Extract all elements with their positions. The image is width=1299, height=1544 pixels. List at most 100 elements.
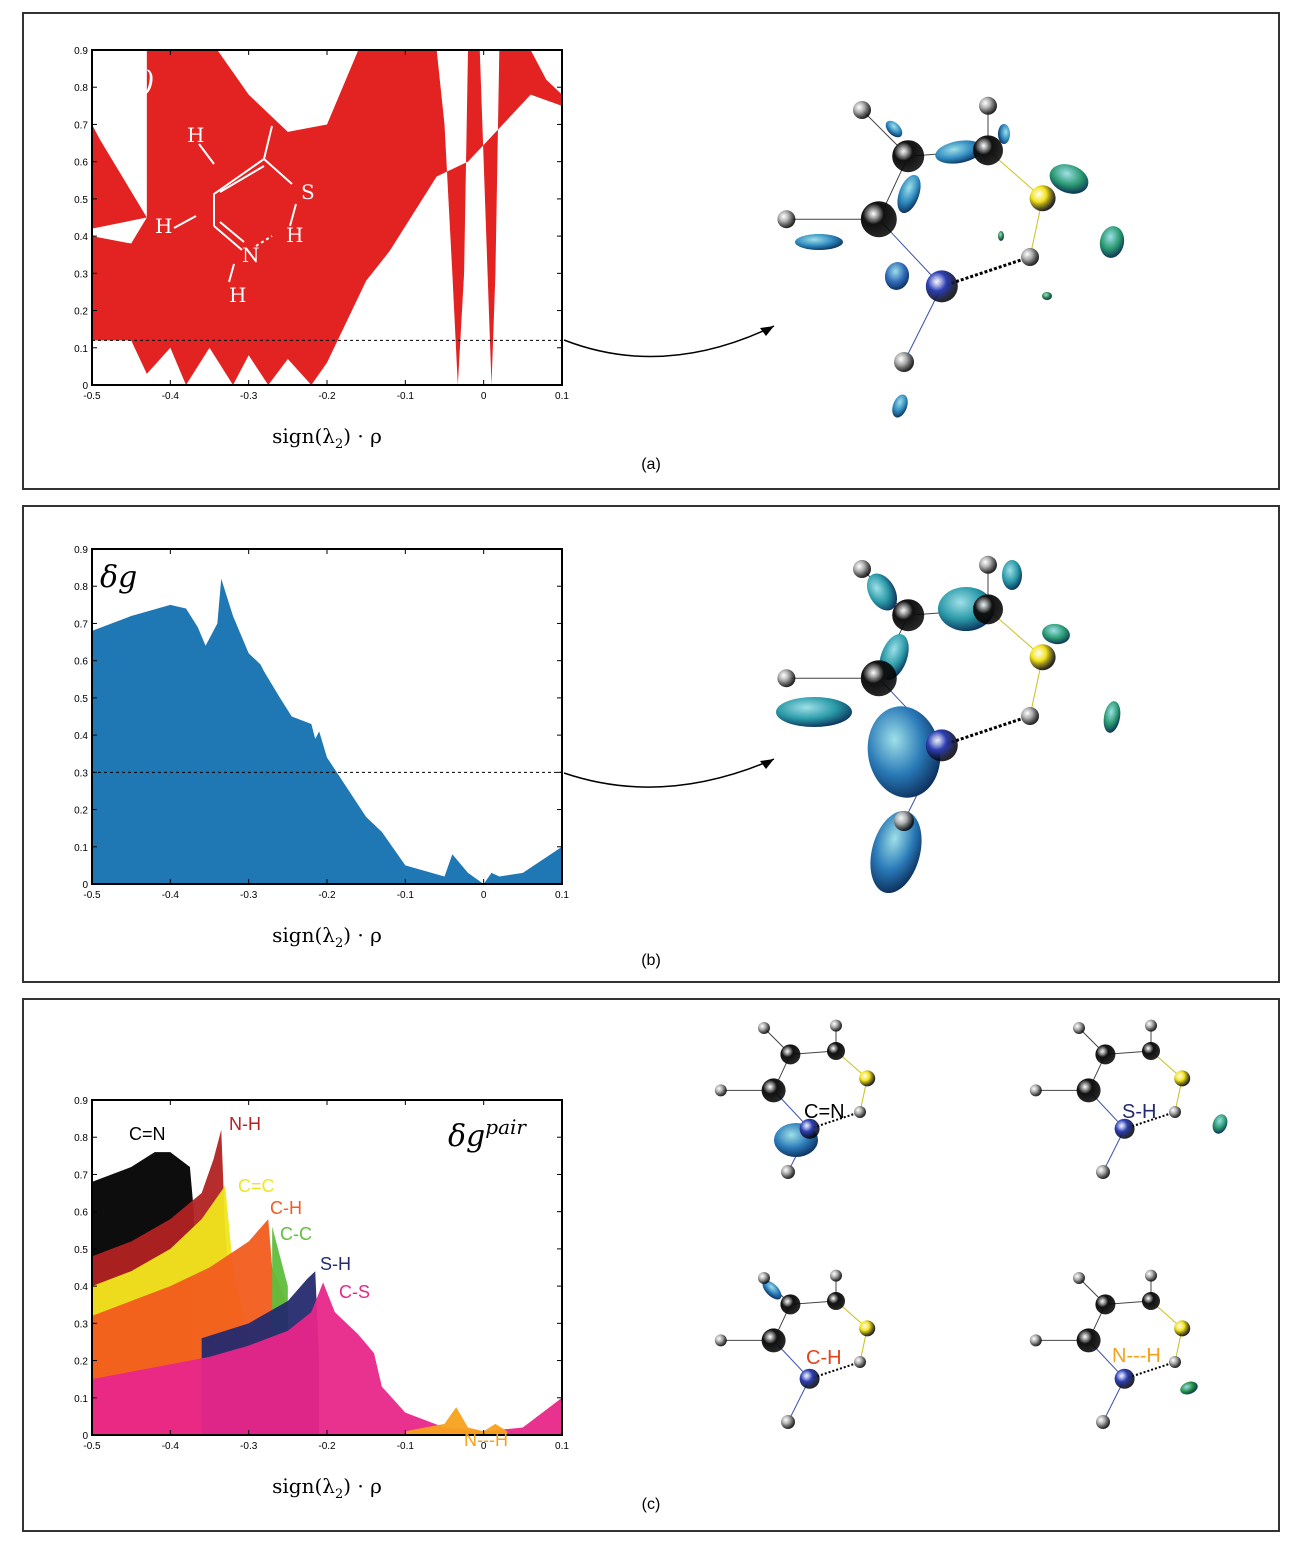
nitrogen-atom <box>1114 1118 1135 1139</box>
inset-atom-label: H <box>286 223 303 247</box>
hydrogen-atom <box>1021 707 1039 725</box>
bond-lobe <box>867 706 941 798</box>
nitrogen-atom <box>1114 1368 1135 1389</box>
bond-lobe <box>1180 1381 1198 1395</box>
sulfur-atom <box>1174 1070 1191 1087</box>
bond-lobe <box>866 573 898 611</box>
hydrogen-atom <box>1073 1272 1085 1284</box>
chart-title: δg <box>100 560 137 595</box>
carbon-atom <box>860 201 897 238</box>
inset-ring-bond <box>213 225 243 251</box>
molecule-label-n-h: N---H <box>1112 1345 1161 1367</box>
carbon-atom <box>761 1078 786 1103</box>
carbon-atom <box>1142 1292 1160 1311</box>
molecule-label-c-h: C-H <box>806 1347 842 1369</box>
srho-void <box>99 50 139 117</box>
srho-scatter-region <box>92 50 562 385</box>
x-axis-label-sub: 2 <box>335 1487 343 1502</box>
series-label: C=C <box>238 1176 275 1196</box>
panel-b-figure: -0.5 -0.4 -0.3 -0.2 -0.1 0 0.1 0 0.1 0.2 0.3 0.4 0.5… <box>74 545 1121 951</box>
inset-n-h-bond <box>228 263 235 283</box>
series-label: C-C <box>280 1224 312 1244</box>
y-tick-label: 0.3 <box>74 768 88 779</box>
y-tick-label: 0.6 <box>74 657 88 668</box>
y-tick-label: 0.9 <box>74 1096 88 1107</box>
chart-title: s(ρ) <box>98 65 154 100</box>
carbon-atom <box>860 660 897 697</box>
series-area-n-h <box>405 1407 508 1435</box>
y-tick-label: 0.8 <box>74 582 88 593</box>
x-tick-label: -0.2 <box>318 1441 336 1452</box>
hydrogen-atom <box>854 1106 866 1118</box>
hydrogen-atom <box>830 1269 842 1282</box>
x-tick-label: -0.1 <box>397 1441 415 1452</box>
inset-atom-label: N <box>242 243 260 267</box>
inset-h-bond <box>198 143 215 165</box>
x-axis-label: sign(λ2) · ρ <box>272 923 382 951</box>
hydrogen-atom <box>1145 1019 1157 1032</box>
carbon-atom <box>827 1292 845 1311</box>
series-label: C-H <box>270 1198 302 1218</box>
y-tick-label: 0.4 <box>74 731 88 742</box>
inset-atom-label: H <box>187 123 204 147</box>
inset-h-bond <box>173 215 197 229</box>
carbon-atom <box>827 1042 845 1061</box>
sulfur-atom <box>859 1320 876 1337</box>
arrow-head <box>760 759 774 769</box>
y-tick-label: 0.2 <box>74 307 88 318</box>
hydrogen-atom <box>1096 1415 1110 1429</box>
chart-title: δgpair <box>448 1115 527 1154</box>
y-tick-label: 0 <box>82 1431 88 1442</box>
bond-lobe <box>1103 701 1121 733</box>
y-tick-label: 0.2 <box>74 1357 88 1368</box>
x-axis-label-tail: ) · ρ <box>343 923 382 947</box>
bond-lobe <box>998 231 1004 241</box>
y-tick-label: 0.7 <box>74 120 88 131</box>
plot-frame <box>91 1099 563 1436</box>
series-label: N-H <box>229 1114 261 1134</box>
carbon-atom <box>892 599 925 632</box>
bond-lobe <box>1212 1114 1228 1134</box>
x-axis-label-sub: 2 <box>335 437 343 452</box>
inset-atom-label: H <box>229 283 246 307</box>
bond-lobe <box>1002 560 1022 590</box>
bond-lobe <box>885 120 903 138</box>
x-axis-label-tail: ) · ρ <box>343 1474 382 1498</box>
bond-lobe <box>776 697 852 727</box>
series-label: N---H <box>464 1430 508 1450</box>
srho-void <box>92 217 147 244</box>
bond-lobe <box>897 174 921 214</box>
y-tick-label: 0.2 <box>74 806 88 817</box>
bond-lobe <box>1049 164 1089 194</box>
y-tick-label: 0.1 <box>74 1394 88 1405</box>
y-tick-label: 0.6 <box>74 1208 88 1219</box>
carbon-atom <box>1142 1042 1160 1061</box>
y-tick-label: 0.5 <box>74 1245 88 1256</box>
carbon-atom <box>1076 1328 1101 1353</box>
carbon-atom <box>973 135 1003 166</box>
x-tick-label: -0.3 <box>240 391 258 402</box>
x-tick-label: -0.1 <box>397 391 415 402</box>
hydrogen-atom <box>1021 248 1039 266</box>
y-tick-label: 0.7 <box>74 1170 88 1181</box>
hydrogen-atom <box>1029 1334 1042 1347</box>
hydrogen-atom <box>758 1272 770 1284</box>
carbon-atom <box>780 1044 801 1065</box>
x-tick-label: 0 <box>481 391 487 402</box>
x-tick-label: 0 <box>481 890 487 901</box>
carbon-atom <box>761 1328 786 1353</box>
y-tick-label: 0.6 <box>74 158 88 169</box>
inset-ring <box>213 157 293 226</box>
carbon-atom <box>1076 1078 1101 1103</box>
hydrogen-atom <box>830 1019 842 1032</box>
srho-void <box>327 180 453 385</box>
x-axis-label-tail: ) · ρ <box>343 424 382 448</box>
inset-s-h-bond <box>289 203 297 227</box>
y-tick-label: 0.9 <box>74 545 88 556</box>
hydrogen-atom <box>1073 1022 1085 1034</box>
plot-frame <box>91 548 563 885</box>
hydrogen-atom <box>853 101 871 119</box>
inset-atom-label: S <box>301 180 315 204</box>
x-axis-label: sign(λ2) · ρ <box>272 424 382 452</box>
hydrogen-atom <box>781 1165 795 1179</box>
